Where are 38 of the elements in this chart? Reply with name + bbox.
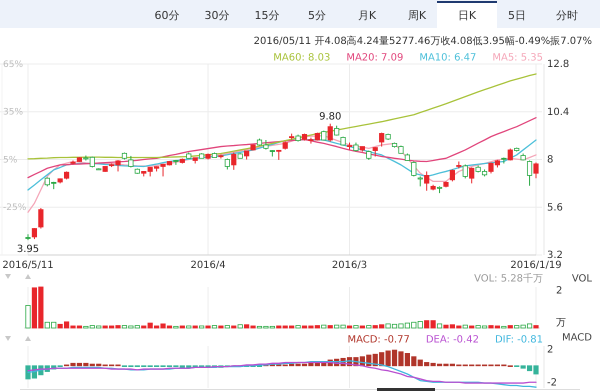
text: DIF: -0.81 bbox=[494, 334, 543, 346]
text: 周K bbox=[408, 9, 427, 22]
y-tick-label: 5.6 bbox=[547, 202, 563, 214]
text: 60分 bbox=[154, 9, 180, 22]
text: 5日 bbox=[508, 9, 526, 22]
annotation: 9.80 bbox=[319, 111, 342, 122]
text: 万 bbox=[556, 318, 566, 329]
annotation: 3.95 bbox=[16, 244, 40, 255]
x-tick-label: 2016/3 bbox=[332, 260, 368, 272]
chart-title: 2016/05/11 开4.08高4.24量5277.46万收4.08低3.95幅-0.49%振7.07% bbox=[254, 35, 592, 47]
x-tick-label: 2016/1/19 bbox=[510, 260, 562, 272]
y-axis-title: VOL bbox=[572, 274, 592, 285]
text: 30分 bbox=[204, 9, 230, 22]
y-tick-label: 10.4 bbox=[547, 106, 570, 118]
y2-tick-label: -25% bbox=[3, 203, 27, 214]
y-axis-title: MACD bbox=[562, 332, 592, 344]
y2-tick-label: 5% bbox=[3, 155, 18, 166]
x-tick-label: 2016/4 bbox=[190, 260, 226, 272]
text: 日K bbox=[458, 9, 477, 22]
text: 分时 bbox=[556, 9, 578, 22]
y-tick-label: 8 bbox=[547, 154, 554, 166]
x-tick-label: 2016/5/11 bbox=[2, 260, 54, 272]
text: MA5: 5.35 bbox=[492, 52, 543, 64]
y-tick-label: -2 bbox=[547, 377, 557, 388]
text: 15分 bbox=[254, 9, 280, 22]
y2-tick-label: 65% bbox=[3, 60, 24, 70]
text: 5分 bbox=[308, 9, 326, 22]
y-tick-label: 12.8 bbox=[547, 59, 570, 70]
y2-tick-label: 35% bbox=[3, 108, 24, 118]
y-tick-label: 2 bbox=[547, 344, 554, 356]
text: DEA: -0.42 bbox=[426, 334, 479, 346]
series-label: MACD: -0.77 bbox=[347, 334, 410, 346]
text: 月K bbox=[358, 9, 377, 22]
y-tick-label: 3.2 bbox=[547, 250, 563, 262]
text: MA20: 7.09 bbox=[346, 52, 404, 64]
chart-title: VOL: 5.28千万 bbox=[474, 272, 543, 285]
text: MA10: 6.47 bbox=[419, 52, 476, 64]
text: MA60: 8.03 bbox=[273, 52, 330, 64]
